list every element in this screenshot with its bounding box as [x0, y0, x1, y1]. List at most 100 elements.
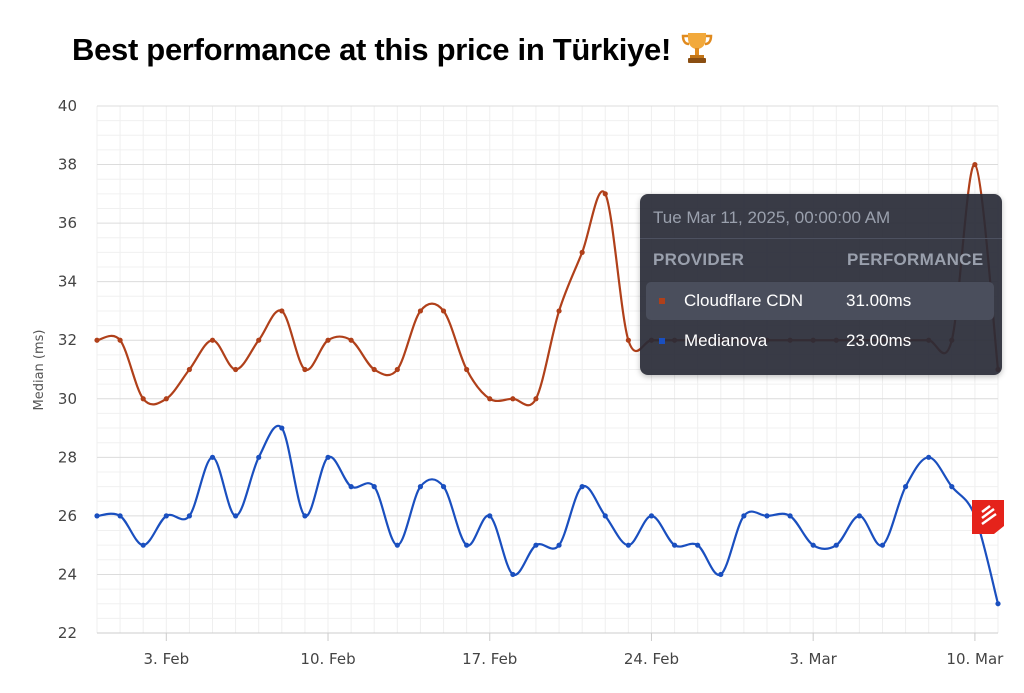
data-point — [348, 337, 354, 343]
y-axis-title: Median (ms) — [32, 330, 47, 411]
data-point — [256, 337, 262, 343]
data-point — [741, 513, 747, 519]
data-point — [348, 484, 354, 490]
data-point — [833, 542, 839, 548]
data-point — [209, 337, 216, 343]
data-point — [510, 396, 516, 402]
series-line-1 — [96, 424, 1000, 605]
data-point — [94, 337, 100, 343]
y-tick-label: 32 — [58, 331, 77, 349]
tooltip-series-marker — [659, 338, 665, 344]
tooltip-provider-name: Cloudflare CDN — [684, 291, 804, 310]
data-point — [695, 542, 701, 548]
data-point — [140, 396, 146, 402]
y-axis: 22 24 26 28 30 32 34 36 38 40 — [58, 97, 77, 642]
data-point — [325, 454, 331, 460]
data-point — [787, 513, 793, 519]
data-point — [856, 513, 862, 519]
data-point — [256, 454, 262, 460]
data-point — [949, 484, 955, 490]
data-point — [810, 542, 816, 548]
data-point — [371, 366, 377, 373]
x-tick-label: 10. Feb — [300, 650, 355, 668]
data-point — [902, 484, 909, 490]
data-point — [602, 513, 608, 519]
tooltip-series-marker — [659, 298, 665, 304]
data-point — [764, 513, 770, 519]
data-point — [233, 366, 239, 373]
x-tick-label: 24. Feb — [624, 650, 679, 668]
data-point — [579, 484, 585, 490]
data-point — [140, 542, 146, 548]
tooltip-row-cloudflare: Cloudflare CDN 31.00ms — [646, 282, 994, 320]
y-tick-label: 26 — [58, 507, 77, 525]
y-tick-label: 36 — [58, 214, 77, 232]
tooltip-provider-name: Medianova — [684, 331, 768, 350]
data-point — [186, 366, 193, 373]
x-tick-label: 3. Mar — [789, 650, 837, 668]
data-point — [671, 542, 678, 548]
data-point — [625, 337, 631, 343]
data-point — [440, 308, 447, 314]
y-tick-label: 28 — [58, 448, 77, 466]
data-point — [926, 454, 932, 460]
trophy-icon — [682, 33, 713, 63]
tooltip-performance-header: PERFORMANCE — [847, 250, 984, 269]
data-point — [556, 542, 562, 548]
data-point — [233, 513, 239, 519]
tooltip-provider-header: PROVIDER — [653, 250, 745, 269]
data-point — [487, 396, 493, 402]
x-axis: 3. Feb 10. Feb 17. Feb 24. Feb 3. Mar 10. Mar — [97, 632, 1004, 668]
data-point — [279, 425, 285, 431]
data-point — [302, 366, 308, 373]
data-point — [440, 484, 447, 490]
data-point — [302, 513, 308, 519]
data-point — [394, 366, 400, 373]
data-point — [94, 513, 100, 519]
data-point — [533, 542, 539, 548]
data-point — [209, 454, 216, 460]
data-point — [510, 571, 516, 578]
data-point — [417, 308, 424, 314]
headline-text: Best performance at this price in Türkiy… — [72, 32, 671, 67]
y-tick-label: 24 — [58, 565, 77, 583]
data-point — [371, 484, 377, 490]
data-point — [464, 366, 470, 373]
y-tick-label: 40 — [58, 97, 77, 115]
data-point — [556, 308, 562, 314]
provider-logo-icon — [972, 500, 1004, 534]
data-point — [417, 484, 424, 490]
data-point — [394, 542, 400, 548]
chart-tooltip: Tue Mar 11, 2025, 00:00:00 AM PROVIDER P… — [640, 194, 1002, 375]
data-point — [602, 191, 608, 197]
y-tick-label: 22 — [58, 624, 77, 642]
data-point — [487, 513, 493, 519]
data-point — [117, 337, 123, 343]
x-tick-label: 3. Feb — [143, 650, 189, 668]
data-point — [533, 396, 539, 402]
data-point — [718, 571, 724, 578]
data-point — [464, 542, 470, 548]
y-tick-label: 30 — [58, 390, 77, 408]
tooltip-performance-value: 31.00ms — [846, 291, 912, 310]
data-point — [579, 249, 585, 255]
y-tick-label: 38 — [58, 156, 77, 174]
data-point — [879, 542, 886, 548]
data-point — [163, 513, 169, 519]
tooltip-row-medianova: Medianova 23.00ms — [646, 322, 994, 360]
chart-headline: Best performance at this price in Türkiy… — [72, 30, 713, 68]
tooltip-divider — [640, 238, 1002, 239]
tooltip-performance-value: 23.00ms — [846, 331, 912, 350]
data-point — [279, 308, 285, 314]
data-point — [163, 396, 169, 402]
x-tick-label: 10. Mar — [946, 650, 1004, 668]
y-tick-label: 34 — [58, 273, 77, 291]
data-point — [972, 161, 978, 168]
data-point — [625, 542, 631, 548]
data-point — [995, 601, 1001, 607]
data-point — [186, 513, 193, 519]
data-point — [117, 513, 123, 519]
tooltip-date: Tue Mar 11, 2025, 00:00:00 AM — [653, 208, 891, 227]
data-point — [648, 513, 655, 519]
